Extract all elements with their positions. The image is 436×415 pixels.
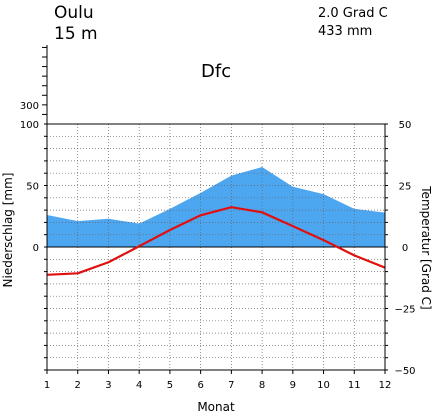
- x-tick-label: 11: [348, 380, 361, 391]
- x-tick-label: 1: [44, 380, 50, 391]
- precip-fill-layer: [47, 167, 385, 247]
- x-tick-label: 5: [167, 380, 173, 391]
- right-tick-label: −25: [394, 305, 415, 316]
- mean-temperature: 2.0 Grad C: [318, 6, 388, 21]
- x-tick-label: 10: [317, 380, 330, 391]
- annual-precipitation: 433 mm: [318, 24, 372, 39]
- x-tick-label: 8: [259, 380, 265, 391]
- temp-line-layer: [46, 206, 386, 276]
- x-tick-label: 3: [105, 380, 111, 391]
- x-tick-label: 9: [290, 380, 296, 391]
- temperature-line: [46, 206, 386, 276]
- y-axis-right-label: Temperatur [Grad C]: [419, 185, 433, 309]
- x-tick-label: 2: [75, 380, 81, 391]
- left-tick-label: 100: [20, 120, 39, 131]
- grid-layer: [47, 123, 385, 371]
- right-tick-label: 0: [402, 243, 408, 254]
- left-tick-label: 50: [26, 182, 39, 193]
- right-tick-label: −50: [394, 366, 415, 377]
- x-tick-label: 4: [136, 380, 142, 391]
- climate-class: Dfc: [201, 61, 231, 82]
- x-tick-label: 6: [197, 380, 203, 391]
- right-tick-label: 25: [399, 182, 412, 193]
- y-axis-left-label: Niederschlag [mm]: [1, 173, 15, 288]
- right-tick-label: 50: [399, 120, 412, 131]
- station-name: Oulu: [54, 3, 94, 23]
- x-tick-label: 12: [379, 380, 392, 391]
- axes-layer: [42, 45, 388, 374]
- left-tick-label: 300: [20, 101, 39, 112]
- x-tick-label: 7: [228, 380, 234, 391]
- left-tick-label: 0: [33, 243, 39, 254]
- precipitation-area: [47, 167, 385, 247]
- station-elevation: 15 m: [54, 24, 98, 44]
- x-axis-label: Monat: [197, 400, 235, 414]
